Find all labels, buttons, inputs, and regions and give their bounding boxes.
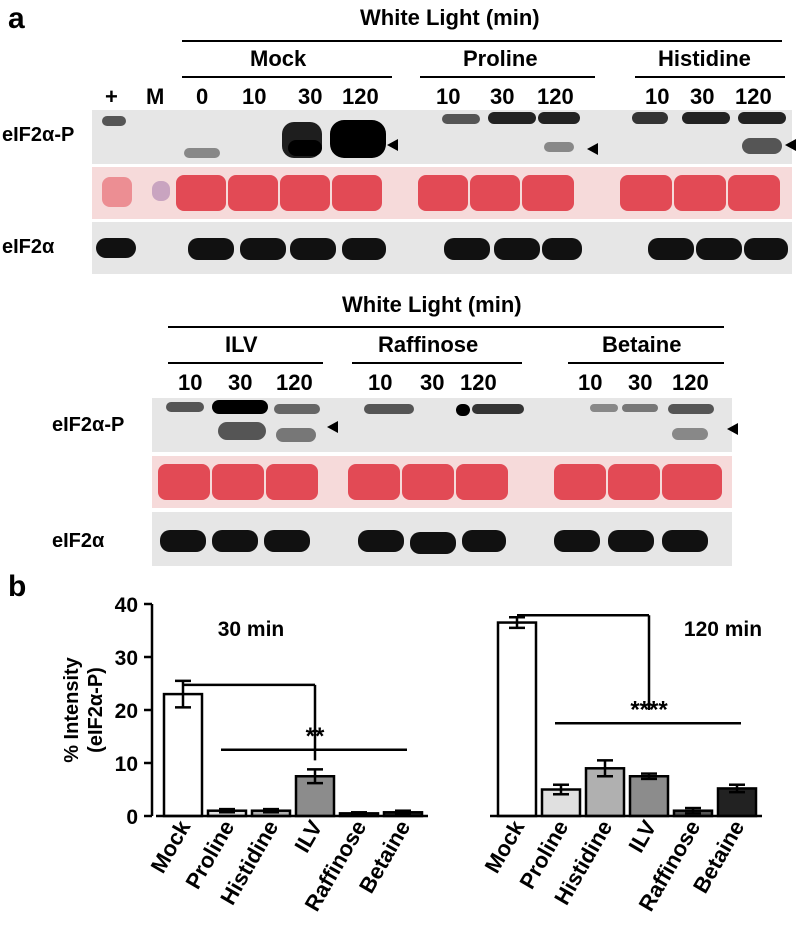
top-arrow-icon: [785, 139, 796, 151]
top-lane-label: 120: [735, 84, 772, 109]
top-header-label: White Light (min): [360, 5, 540, 30]
bottom-header-label: White Light (min): [342, 292, 522, 317]
top-lane-label: 10: [645, 84, 670, 109]
bottom-arrow-icon: [727, 423, 738, 435]
y-tick-label: 10: [115, 753, 138, 776]
bottom-header-line: [168, 326, 724, 328]
panel-b-letter: b: [8, 570, 27, 603]
group-label: 30 min: [218, 618, 285, 641]
top-lane-label: 10: [436, 84, 461, 109]
top-group-proline: Proline: [463, 46, 538, 71]
bottom-group-betaine: Betaine: [602, 332, 682, 357]
x-category-label: ILV: [623, 816, 661, 857]
significance-stars: **: [306, 723, 325, 750]
top-lane-label: 120: [537, 84, 574, 109]
bottom-lane-label: 30: [420, 370, 445, 395]
top-lane-label: +: [105, 84, 118, 109]
top-lane-label: 0: [196, 84, 209, 109]
bottom-lane-label: 120: [276, 370, 313, 395]
bottom-ponceau-stain: [152, 456, 732, 508]
bar: [496, 621, 538, 818]
top-lane-label: M: [146, 84, 165, 109]
bottom-group-ilv: ILV: [225, 332, 258, 357]
bottom-lane-label: 10: [368, 370, 393, 395]
x-category-label: ILV: [289, 816, 327, 857]
bottom-lane-label: 30: [628, 370, 653, 395]
y-tick-label: 20: [115, 700, 138, 723]
top-group-mock: Mock: [250, 46, 307, 71]
top-lane-label: 30: [298, 84, 323, 109]
top-arrow-icon: [387, 139, 398, 151]
bottom-lane-label: 120: [460, 370, 497, 395]
top-lane-label: 120: [342, 84, 379, 109]
top-group-histidine-line: [635, 76, 785, 78]
bottom-lane-label: 120: [672, 370, 709, 395]
top-phospho-blot: [92, 110, 792, 164]
y-tick-label: 0: [126, 806, 138, 829]
bottom-group-betaine-line: [568, 362, 724, 364]
bottom-lane-label: 10: [578, 370, 603, 395]
top-group-proline-line: [420, 76, 595, 78]
top-group-histidine: Histidine: [658, 46, 751, 71]
top-header-line: [182, 40, 782, 42]
y-tick-label: 40: [115, 594, 138, 617]
bar: [162, 692, 204, 818]
top-ponceau-stain: [92, 167, 792, 219]
top-arrow-icon: [587, 143, 598, 155]
bottom-lane-label: 10: [178, 370, 203, 395]
bottom-group-raffinose-line: [352, 362, 522, 364]
bar: [628, 775, 670, 818]
bottom-lane-label: 30: [228, 370, 253, 395]
bottom-phospho-blot: [152, 398, 732, 452]
bottom-total-blot: [152, 512, 732, 566]
top-lane-label: 30: [690, 84, 715, 109]
bottom-eif2a-label: eIF2α: [52, 530, 105, 552]
top-eif2a-p-label: eIF2α-P: [2, 124, 75, 146]
top-group-mock-line: [182, 76, 392, 78]
bottom-group-ilv-line: [168, 362, 323, 364]
top-lane-label: 10: [242, 84, 267, 109]
significance-stars: ****: [630, 696, 668, 723]
top-total-blot: [92, 222, 792, 274]
top-lane-label: 30: [490, 84, 515, 109]
top-eif2a-label: eIF2α: [2, 236, 55, 258]
panel-a-letter: a: [8, 2, 25, 35]
bottom-arrow-icon: [327, 421, 338, 433]
y-axis-label: (eIF2α-P): [85, 667, 107, 753]
bottom-eif2a-p-label: eIF2α-P: [52, 414, 125, 436]
y-tick-label: 30: [115, 647, 138, 670]
bottom-group-raffinose: Raffinose: [378, 332, 479, 357]
y-axis-label: % Intensity: [61, 656, 83, 762]
group-label: 120 min: [684, 618, 762, 641]
